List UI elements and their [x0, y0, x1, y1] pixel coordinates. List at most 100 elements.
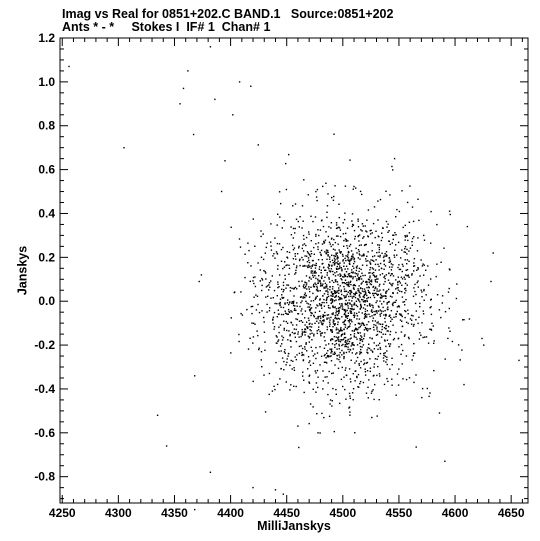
- data-point: [366, 281, 368, 283]
- data-point: [343, 336, 346, 339]
- data-point: [344, 296, 346, 298]
- data-point: [305, 342, 307, 344]
- data-point: [358, 276, 360, 279]
- data-point: [348, 262, 351, 265]
- data-point: [308, 280, 310, 282]
- data-point: [356, 344, 359, 346]
- data-point: [383, 300, 385, 303]
- data-point: [344, 324, 347, 326]
- data-point: [303, 354, 305, 356]
- data-point: [387, 223, 389, 225]
- data-point: [383, 339, 386, 341]
- data-point: [301, 331, 304, 333]
- data-point: [360, 304, 362, 307]
- data-point: [234, 291, 236, 293]
- data-point: [308, 296, 311, 298]
- data-point: [388, 272, 390, 274]
- data-point: [344, 369, 346, 371]
- data-point: [302, 244, 304, 246]
- data-point: [324, 251, 326, 253]
- data-point: [347, 273, 350, 275]
- data-point: [264, 341, 266, 343]
- data-point: [395, 394, 397, 396]
- data-point: [320, 272, 322, 274]
- data-point: [317, 280, 319, 282]
- data-point: [372, 274, 374, 276]
- data-point: [314, 272, 316, 274]
- data-point: [332, 319, 335, 321]
- data-point: [316, 287, 318, 289]
- data-point: [354, 294, 356, 296]
- data-point: [366, 300, 368, 302]
- data-point: [381, 325, 383, 328]
- data-point: [430, 210, 432, 213]
- data-point: [392, 292, 394, 295]
- data-point: [375, 301, 377, 304]
- data-point: [305, 300, 307, 302]
- data-point: [283, 329, 285, 331]
- data-point: [349, 397, 351, 399]
- data-point: [385, 220, 388, 223]
- data-point: [359, 254, 361, 256]
- data-point: [304, 346, 306, 348]
- data-point: [370, 259, 372, 261]
- data-point: [306, 255, 308, 257]
- data-point: [386, 350, 388, 352]
- data-point: [358, 295, 361, 297]
- data-point: [399, 268, 402, 271]
- data-point: [351, 225, 353, 228]
- data-point: [273, 289, 276, 292]
- data-point: [292, 301, 295, 304]
- data-point: [423, 239, 426, 241]
- data-point: [332, 261, 334, 264]
- data-point: [298, 226, 300, 228]
- data-point: [308, 375, 310, 377]
- data-point: [311, 265, 313, 268]
- data-point: [355, 360, 358, 362]
- data-point: [341, 293, 343, 296]
- data-point: [347, 320, 350, 322]
- data-point: [368, 379, 370, 381]
- data-point: [401, 320, 403, 322]
- data-point: [294, 308, 296, 310]
- data-point: [379, 256, 381, 258]
- data-point: [338, 299, 340, 301]
- data-point: [340, 305, 342, 307]
- data-point: [402, 265, 404, 267]
- x-tick-label: 4650: [498, 506, 525, 520]
- data-point: [344, 282, 346, 285]
- data-point: [327, 350, 329, 352]
- data-point: [370, 229, 372, 231]
- data-point: [335, 310, 338, 312]
- data-point: [315, 272, 317, 274]
- data-point: [363, 317, 366, 320]
- data-point: [308, 336, 311, 338]
- y-axis-label: Janskys: [15, 246, 29, 295]
- data-point: [293, 367, 295, 369]
- data-point: [363, 324, 366, 326]
- data-point: [322, 380, 324, 382]
- data-point: [351, 330, 353, 332]
- data-point: [399, 290, 401, 292]
- data-point: [372, 255, 374, 258]
- data-point: [282, 336, 285, 339]
- data-point: [324, 340, 326, 342]
- data-point: [361, 272, 363, 274]
- data-point: [330, 350, 333, 353]
- data-point: [336, 281, 339, 283]
- data-point: [412, 220, 415, 223]
- data-point: [411, 273, 413, 275]
- data-point: [392, 264, 394, 266]
- data-point: [308, 266, 310, 268]
- data-point: [274, 388, 276, 391]
- data-point: [346, 327, 348, 330]
- data-point: [299, 216, 301, 218]
- data-point: [386, 290, 388, 292]
- data-point: [338, 311, 340, 313]
- data-point: [391, 266, 393, 268]
- y-tick-label: 0.8: [38, 119, 55, 133]
- data-point: [402, 349, 404, 352]
- data-point: [326, 284, 328, 286]
- data-point: [399, 282, 401, 284]
- data-point: [329, 325, 331, 327]
